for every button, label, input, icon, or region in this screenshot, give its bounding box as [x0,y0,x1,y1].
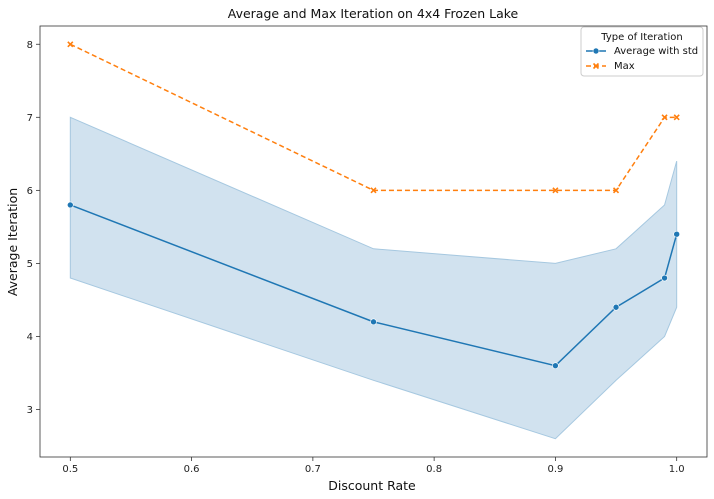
marker-stroke [552,187,559,194]
axes: 0.5 0.6 0.7 0.8 0.9 1.0 3 4 5 6 7 8 [27,25,708,475]
data-point-max [552,187,559,194]
data-point-average [370,318,377,326]
data-point-max [612,187,620,194]
legend: Type of Iteration Average with std Max [580,26,704,77]
marker-stroke [661,114,668,121]
marker-stroke [370,187,377,194]
data-point-max [661,114,668,121]
legend-label-max: Max [614,61,635,72]
y-tick-label: 5 [27,259,33,270]
data-point-average [612,303,620,311]
series-line-average [70,204,678,367]
y-tick-label: 8 [27,40,33,51]
legend-label-average: Average with std [614,46,698,57]
legend-marker-average [592,47,600,55]
data-point-average [67,201,74,209]
x-tick-label: 0.5 [62,464,78,475]
x-tick-label: 0.8 [426,464,442,475]
chart-title: Average and Max Iteration on 4x4 Frozen … [228,6,519,21]
legend-marker-max [592,62,600,70]
data-point-max [370,187,377,194]
data-point-max [67,41,74,48]
y-axis-label: Average Iteration [5,188,20,296]
y-tick-label: 4 [27,332,33,343]
y-tick-label: 7 [27,113,33,124]
legend-box [580,26,704,77]
y-tick-label: 6 [27,186,33,197]
marker-stroke [612,187,620,194]
data-point-average [552,362,559,369]
marker-stroke [592,62,600,70]
x-tick-label: 0.7 [305,464,321,475]
marker-stroke [67,41,74,48]
plot-frame [39,25,708,458]
x-tick-label: 0.9 [547,464,563,475]
data-point-max [673,114,680,121]
x-tick-label: 1.0 [669,464,685,475]
x-tick-label: 0.6 [184,464,200,475]
plot-area [67,41,680,440]
x-axis-label: Discount Rate [328,478,416,493]
y-tick-label: 3 [27,405,33,416]
marker-stroke [673,114,680,121]
legend-title: Type of Iteration [600,32,682,43]
std-band [69,116,678,440]
series-line-max [69,43,677,192]
data-point-average [661,274,668,282]
data-point-average [673,230,680,238]
